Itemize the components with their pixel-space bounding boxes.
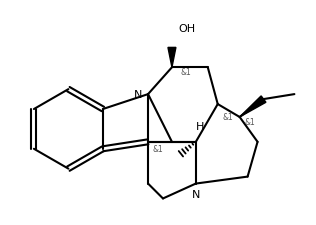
Text: &1: &1 — [244, 118, 255, 127]
Text: &1: &1 — [153, 145, 163, 154]
Text: OH: OH — [178, 23, 195, 33]
Text: &1: &1 — [222, 113, 233, 122]
Text: N: N — [191, 189, 200, 199]
Text: H: H — [196, 121, 204, 131]
Polygon shape — [240, 97, 266, 117]
Polygon shape — [168, 48, 176, 68]
Text: N: N — [134, 90, 142, 100]
Text: &1: &1 — [180, 68, 191, 76]
